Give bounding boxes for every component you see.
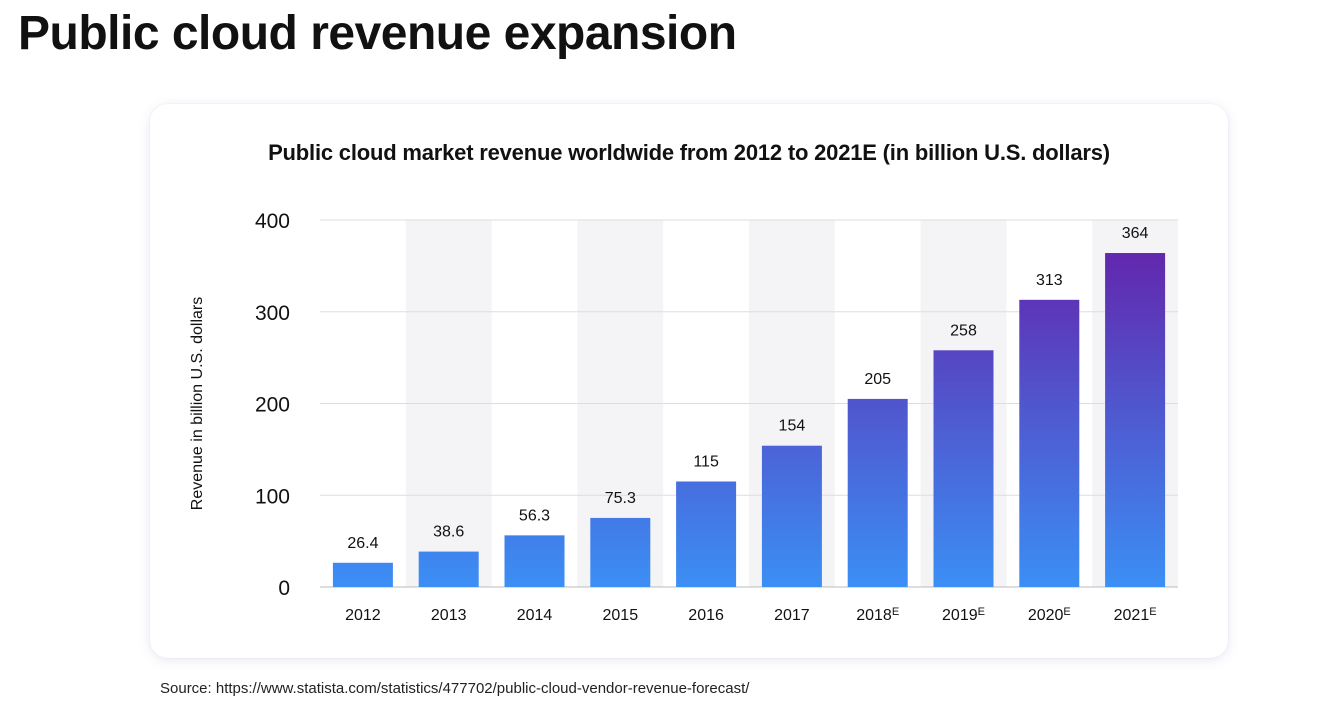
bar-2014 (504, 535, 565, 587)
value-label: 154 (779, 418, 806, 435)
source-note: Source: https://www.statista.com/statist… (160, 680, 750, 697)
x-tick-label: 2020E (1028, 606, 1071, 624)
chart-title: Public cloud market revenue worldwide fr… (268, 140, 1110, 165)
bar-2012 (332, 562, 393, 587)
x-tick-label: 2012 (345, 607, 381, 624)
x-tick-label: 2014 (517, 607, 553, 624)
x-axis-labels: 2012 2013 2014 2015 2016 2017 2018E 2019E 2020E 2… (345, 606, 1156, 624)
value-label: 115 (693, 453, 719, 470)
chart-card: Public cloud market revenue worldwide fr… (150, 104, 1228, 658)
x-tick-label: 2013 (431, 607, 467, 624)
value-labels: 26.4 38.6 56.3 75.3 115 154 205 258 313 364 (347, 225, 1148, 552)
y-tick-label: 200 (255, 394, 290, 417)
y-tick-label: 300 (255, 302, 290, 325)
x-tick-label: 2018E (856, 606, 899, 624)
bar-2016 (676, 481, 737, 587)
y-axis-ticks: 0 100 200 300 400 (255, 210, 290, 600)
bar-2018 (847, 398, 908, 587)
value-label: 75.3 (605, 490, 636, 507)
y-tick-label: 400 (255, 210, 290, 233)
value-label: 26.4 (347, 535, 378, 552)
y-tick-label: 100 (255, 485, 290, 508)
y-axis-title: Revenue in billion U.S. dollars (189, 297, 206, 510)
value-label: 313 (1036, 272, 1063, 289)
value-label: 258 (950, 322, 977, 339)
bar-2020 (1019, 299, 1080, 587)
x-tick-label: 2017 (774, 607, 810, 624)
x-tick-label: 2016 (688, 607, 724, 624)
value-label: 38.6 (433, 524, 464, 541)
x-tick-label: 2015 (603, 607, 639, 624)
value-label: 205 (864, 371, 891, 388)
x-tick-label: 2019E (942, 606, 985, 624)
y-tick-label: 0 (278, 577, 290, 600)
x-tick-label: 2021E (1114, 606, 1157, 624)
bar-2013 (418, 551, 479, 587)
value-label: 56.3 (519, 507, 550, 524)
bar-2015 (590, 517, 651, 587)
value-label: 364 (1122, 225, 1149, 242)
bar-2017 (761, 445, 822, 587)
bars (332, 253, 1166, 587)
bar-2019 (933, 350, 994, 587)
bar-2021 (1105, 253, 1166, 587)
page-title: Public cloud revenue expansion (18, 7, 737, 60)
